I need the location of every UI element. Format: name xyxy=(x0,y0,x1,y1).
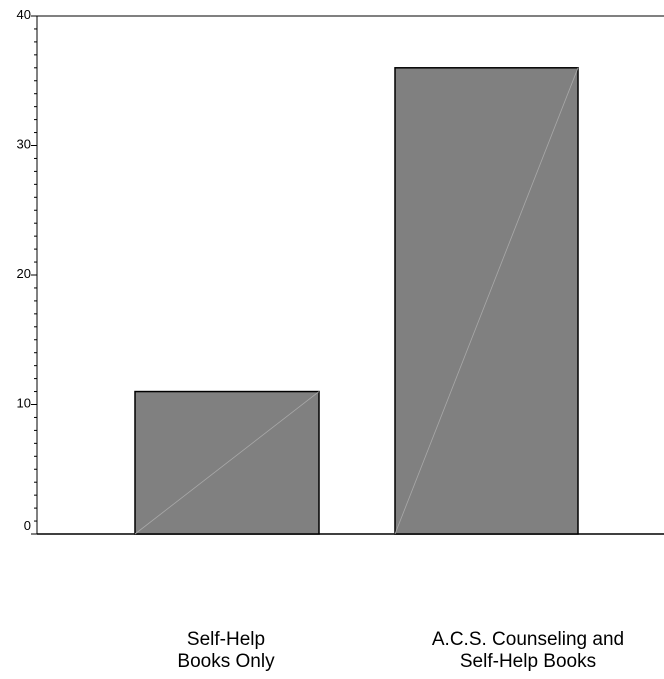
y-major-ticks xyxy=(31,15,37,535)
category-label-line: A.C.S. Counseling and xyxy=(431,629,625,650)
y-tick-label: 30 xyxy=(17,137,31,152)
y-tick-label: 20 xyxy=(17,266,31,281)
category-label-line: Books Only xyxy=(177,651,275,672)
y-tick-label: 10 xyxy=(17,396,31,411)
category-label-line: Self-Help Books xyxy=(459,651,597,672)
bar-diagonal-line xyxy=(134,391,320,535)
y-tick-labels: 0 10 20 30 40 xyxy=(17,7,31,533)
category-label-self-help: Self-Help Books Only xyxy=(131,629,321,673)
y-tick-label: 40 xyxy=(17,7,31,22)
y-minor-ticks xyxy=(34,28,37,522)
y-tick-label: 0 xyxy=(24,518,31,533)
category-label-acs-counseling: A.C.S. Counseling and Self-Help Books xyxy=(392,629,664,673)
bars xyxy=(134,67,579,535)
bar-diagonal-line xyxy=(394,67,579,535)
category-label-line: Self-Help xyxy=(186,629,266,650)
